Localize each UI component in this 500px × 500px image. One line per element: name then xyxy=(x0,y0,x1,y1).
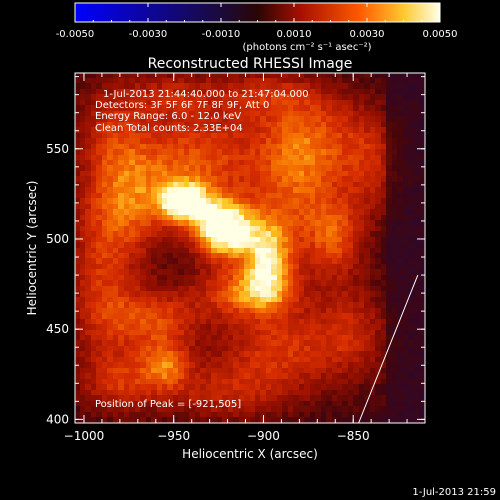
x-tick-label: −900 xyxy=(247,429,280,443)
info-line-clean: Clean Total counts: 2.33E+04 xyxy=(95,123,243,134)
colorbar-gradient xyxy=(74,2,441,23)
colorbar-tick-label: -0.0030 xyxy=(129,29,168,40)
colorbar-tick-label: -0.0010 xyxy=(202,29,241,40)
x-tick-label: −1000 xyxy=(64,429,105,443)
y-axis: 400 450 500 550 xyxy=(46,76,425,426)
colorbar-units: (photons cm⁻² s⁻¹ asec⁻²) xyxy=(242,42,371,53)
x-axis-label: Heliocentric X (arcsec) xyxy=(182,447,318,461)
colorbar-tick-label: 0.0010 xyxy=(277,29,312,40)
colorbar-ticks: -0.0050 -0.0030 -0.0010 0.0010 0.0030 0.0050 xyxy=(56,3,458,40)
heatmap-image xyxy=(75,73,425,423)
y-tick-label: 550 xyxy=(46,142,69,156)
colorbar-tick-label: 0.0030 xyxy=(350,29,385,40)
plot-title: Reconstructed RHESSI Image xyxy=(148,56,353,72)
y-axis-label: Heliocentric Y (arcsec) xyxy=(25,181,39,316)
x-tick-label: −850 xyxy=(337,429,370,443)
info-line-time: 1-Jul-2013 21:44:40.000 to 21:47:04.000 xyxy=(103,89,309,100)
colorbar: -0.0050 -0.0030 -0.0010 0.0010 0.0030 0.0050 … xyxy=(56,2,458,53)
plot-frame xyxy=(74,72,426,424)
info-block: 1-Jul-2013 21:44:40.000 to 21:47:04.000 … xyxy=(95,89,309,134)
solar-limb-line xyxy=(358,274,419,423)
colorbar-tick-label: -0.0050 xyxy=(56,29,95,40)
y-tick-label: 500 xyxy=(46,232,69,246)
footer-timestamp: 1-Jul-2013 21:59 xyxy=(412,487,496,498)
y-tick-label: 400 xyxy=(46,412,69,426)
x-axis: −1000 −950 −900 −850 xyxy=(64,73,408,443)
colorbar-tick-label: 0.0050 xyxy=(423,29,458,40)
peak-position-label: Position of Peak = [-921,505] xyxy=(95,399,241,410)
x-tick-label: −950 xyxy=(157,429,190,443)
info-line-detectors: Detectors: 3F 5F 6F 7F 8F 9F, Att 0 xyxy=(95,100,269,111)
heatmap-area xyxy=(75,73,425,423)
y-tick-label: 450 xyxy=(46,322,69,336)
info-line-energy: Energy Range: 6.0 - 12.0 keV xyxy=(95,111,241,122)
